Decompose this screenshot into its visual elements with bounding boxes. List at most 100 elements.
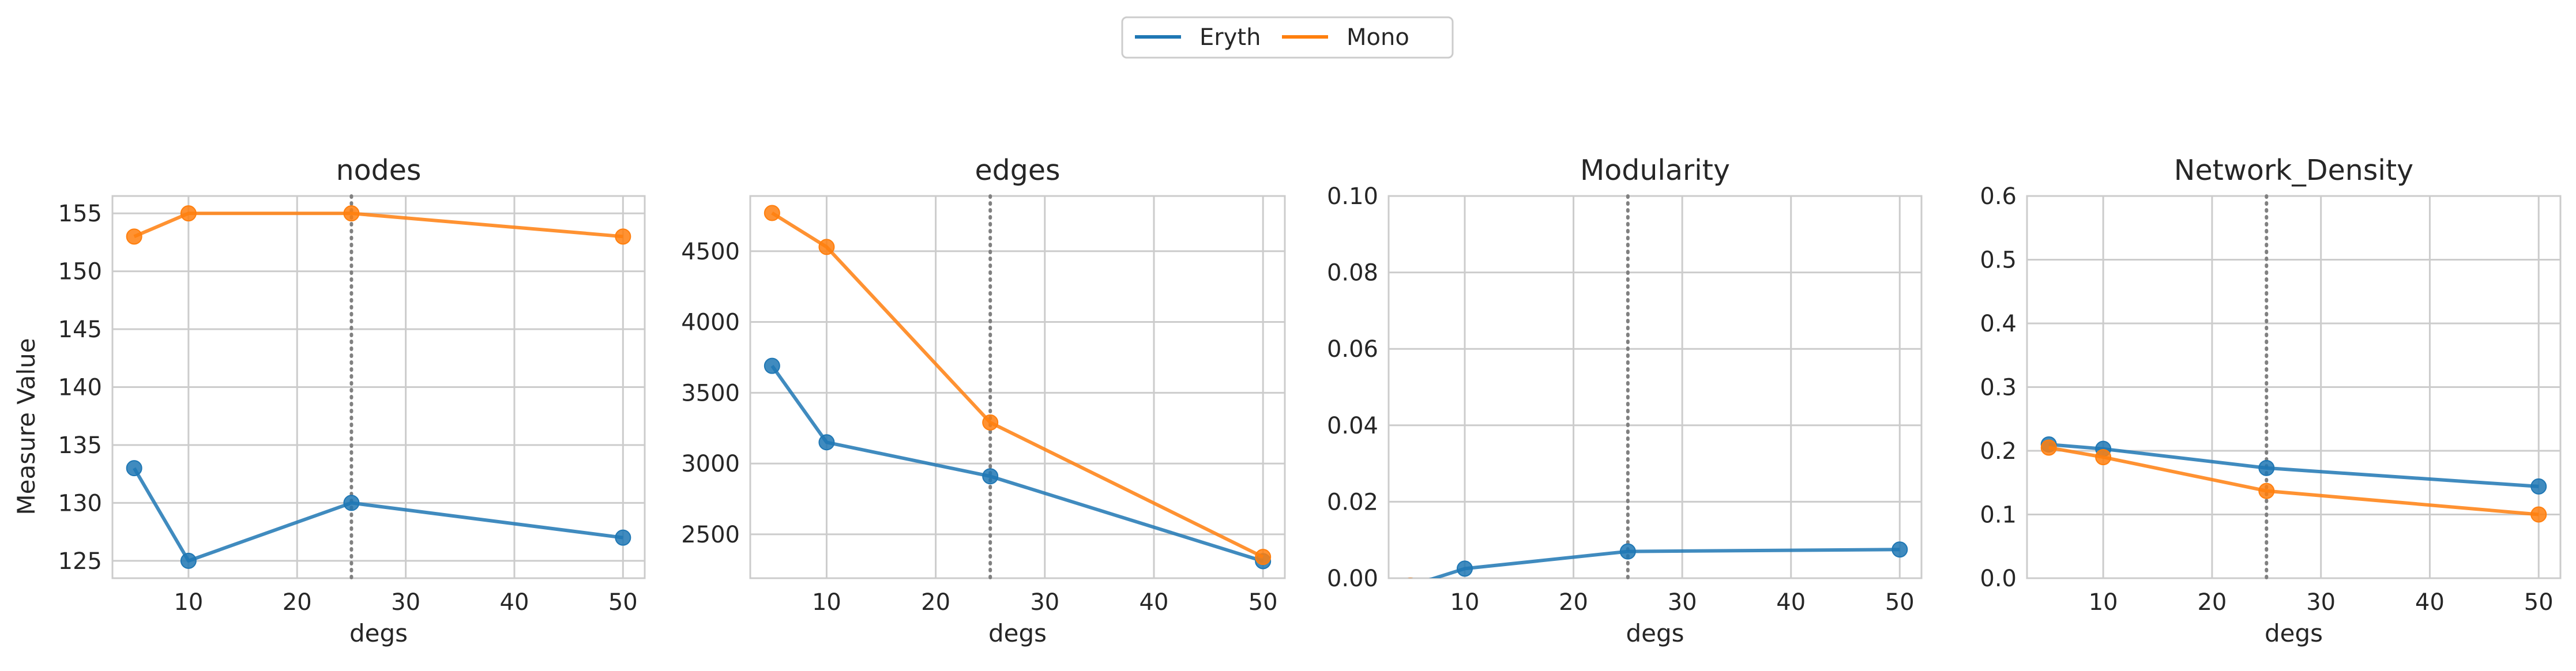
x-tick-label: 30	[391, 589, 420, 616]
panel-title: Network_Density	[2174, 154, 2413, 187]
y-tick-label: 0.0	[1980, 566, 2017, 592]
y-tick-label: 150	[58, 259, 102, 285]
x-tick-label: 30	[2306, 589, 2336, 616]
y-tick-label: 0.1	[1980, 502, 2017, 529]
y-tick-label: 135	[58, 432, 102, 459]
data-point-eryth	[982, 468, 999, 485]
series-line-eryth	[133, 467, 623, 563]
y-tick-label: 0.6	[1980, 183, 2017, 210]
x-tick-label: 10	[1450, 589, 1480, 616]
data-point-eryth	[180, 552, 197, 569]
subplot-edges: 2500 3000 3500 4000 4500 10 20 30 40 50 edges degs	[681, 154, 1286, 647]
panel-title: nodes	[336, 154, 422, 187]
x-tick-label: 40	[2415, 589, 2445, 616]
x-tick-label: 20	[1559, 589, 1588, 616]
x-axis-label: degs	[988, 619, 1047, 647]
x-tick-label: 50	[1248, 589, 1278, 616]
x-axis-label: degs	[349, 619, 408, 647]
plot-area	[1408, 541, 1908, 578]
series-line-mono	[771, 211, 1264, 559]
y-axis-label: Measure Value	[12, 338, 40, 515]
data-point-mono	[982, 414, 999, 431]
y-tick-label: 0.08	[1327, 260, 1378, 287]
series-line-mono	[2048, 446, 2539, 517]
x-tick-label: 50	[608, 589, 638, 616]
legend-label-mono: Mono	[1347, 24, 1409, 51]
x-tick-label: 20	[921, 589, 950, 616]
plot-frame	[749, 195, 1286, 579]
legend-label-eryth: Eryth	[1199, 24, 1261, 51]
series-line-eryth	[2048, 442, 2539, 488]
series-line-mono	[133, 212, 623, 239]
y-tick-label: 125	[58, 548, 102, 575]
data-point-mono	[764, 205, 780, 221]
plot-area	[764, 205, 1272, 570]
plot-frame	[1387, 195, 1923, 579]
y-tick-label: 140	[58, 375, 102, 401]
data-point-mono	[2095, 449, 2112, 466]
subplot-nodes: 125 130 135 140 145 150 155 10 20 30 40 50 nodes degs	[58, 154, 646, 647]
data-point-eryth	[1457, 560, 1473, 577]
y-tick-label: 0.2	[1980, 438, 2017, 465]
data-point-mono	[180, 205, 197, 222]
subplot-modularity: 0.00 0.02 0.04 0.06 0.08 0.10 10 20 30 40 50 Modula…	[1327, 154, 1923, 647]
x-tick-label: 30	[1030, 589, 1059, 616]
y-tick-label: 0.3	[1980, 375, 2017, 401]
series-line-eryth	[770, 364, 1264, 563]
data-point-mono	[343, 205, 360, 222]
panel-title: Modularity	[1580, 154, 1730, 187]
x-tick-label: 50	[2524, 589, 2554, 616]
y-tick-label: 155	[58, 201, 102, 227]
y-tick-label: 0.06	[1327, 336, 1378, 363]
data-point-mono	[615, 228, 631, 245]
series-line-eryth	[1428, 548, 1900, 578]
data-point-mono	[2040, 439, 2057, 456]
y-tick-label: 0.04	[1327, 413, 1378, 439]
y-tick-label: 4500	[681, 239, 740, 265]
y-tick-label: 0.02	[1327, 489, 1378, 515]
y-tick-label: 0.5	[1980, 247, 2017, 274]
data-point-eryth	[615, 529, 631, 546]
x-tick-label: 40	[1140, 589, 1169, 616]
y-tick-label: 2500	[681, 522, 740, 548]
x-tick-label: 10	[2089, 589, 2118, 616]
data-point-mono	[2530, 506, 2547, 523]
x-axis-label: degs	[1626, 619, 1684, 647]
data-point-mono	[126, 228, 142, 245]
data-point-eryth	[764, 357, 780, 374]
y-tick-label: 145	[58, 316, 102, 343]
x-tick-label: 20	[283, 589, 312, 616]
data-point-eryth	[343, 495, 360, 511]
y-tick-label: 0.10	[1327, 183, 1378, 210]
data-point-eryth	[126, 460, 142, 477]
y-tick-label: 0.4	[1980, 311, 2017, 337]
data-point-mono	[818, 239, 835, 255]
panel-title: edges	[975, 154, 1060, 187]
x-tick-label: 10	[812, 589, 841, 616]
plot-frame	[111, 195, 646, 579]
data-point-eryth	[2258, 459, 2275, 476]
data-point-eryth	[2530, 478, 2547, 495]
x-tick-label: 40	[1776, 589, 1806, 616]
data-point-mono	[2258, 482, 2275, 499]
y-tick-label: 130	[58, 490, 102, 517]
data-point-mono	[1255, 549, 1272, 566]
subplots: 125 130 135 140 145 150 155 10 20 30 40 50 nodes degs…	[58, 154, 2562, 647]
y-tick-label: 4000	[681, 310, 740, 336]
x-tick-label: 10	[174, 589, 203, 616]
x-tick-label: 50	[1885, 589, 1915, 616]
subplot-network_density: 0.0 0.1 0.2 0.3 0.4 0.5 0.6 10 20 30 40 50 Network_D…	[1980, 154, 2562, 647]
data-point-eryth	[1891, 541, 1908, 558]
y-tick-label: 3000	[681, 451, 740, 477]
x-tick-label: 40	[500, 589, 529, 616]
data-point-eryth	[818, 434, 835, 451]
x-axis-label: degs	[2265, 619, 2323, 647]
x-tick-label: 20	[2197, 589, 2227, 616]
y-tick-label: 0.00	[1327, 566, 1378, 592]
y-tick-label: 3500	[681, 380, 740, 406]
data-point-eryth	[1619, 543, 1636, 560]
plot-area	[2040, 436, 2547, 523]
plot-area	[126, 205, 631, 569]
